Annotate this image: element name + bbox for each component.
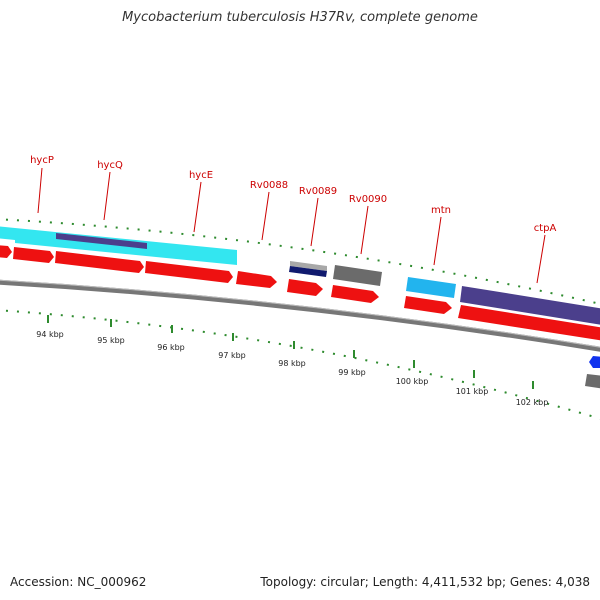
cds-arrow[interactable] — [404, 296, 452, 314]
cds-arrow[interactable] — [287, 279, 323, 296]
feature-cyan-left[interactable] — [0, 226, 15, 240]
feature-track-upper — [0, 226, 600, 389]
outer-tick-row — [0, 218, 600, 305]
cds-track — [0, 245, 600, 341]
gene-label-rv0089[interactable]: Rv0089 — [299, 186, 337, 197]
feature-light-gray[interactable] — [290, 261, 327, 271]
kbp-label: 102 kbp — [516, 398, 549, 407]
feature-blue-right[interactable] — [589, 356, 600, 368]
feature-navy[interactable] — [289, 266, 327, 277]
backbone-highlight — [0, 279, 600, 348]
feature-lightblue-mtn[interactable] — [406, 277, 456, 298]
ruler-major-ticks — [47, 315, 534, 389]
accession-text: Accession: NC_000962 — [10, 575, 147, 589]
kbp-label: 95 kbp — [97, 336, 125, 345]
backbone-line — [0, 279, 600, 352]
gene-label-ctpa[interactable]: ctpA — [534, 223, 557, 234]
cds-arrow[interactable] — [13, 247, 54, 263]
kbp-label: 94 kbp — [36, 330, 64, 339]
kbp-labels: 94 kbp 95 kbp 96 kbp 97 kbp 98 kbp 99 kb… — [36, 330, 548, 407]
kbp-label: 98 kbp — [278, 359, 306, 368]
map-title: Mycobacterium tuberculosis H37Rv, comple… — [122, 10, 478, 25]
gene-label-rv0090[interactable]: Rv0090 — [349, 194, 387, 205]
cds-arrow[interactable] — [236, 271, 277, 288]
kbp-label: 100 kbp — [396, 377, 429, 386]
kbp-label: 96 kbp — [157, 343, 185, 352]
cds-arrow[interactable] — [458, 305, 600, 341]
cds-arrow[interactable] — [331, 285, 379, 303]
feature-purple-ctpa[interactable] — [460, 286, 600, 325]
gene-label-hycq[interactable]: hycQ — [97, 160, 123, 171]
gene-labels: hycP hycQ hycE Rv0088 Rv0089 Rv0090 mtn … — [30, 155, 556, 234]
genome-summary-text: Topology: circular; Length: 4,411,532 bp… — [260, 575, 590, 589]
gene-label-rv0088[interactable]: Rv0088 — [250, 180, 288, 191]
cds-arrow[interactable] — [145, 261, 233, 283]
gene-label-hyce[interactable]: hycE — [189, 170, 213, 181]
gene-label-hycp[interactable]: hycP — [30, 155, 54, 166]
kbp-label: 99 kbp — [338, 368, 366, 377]
gene-label-mtn[interactable]: mtn — [431, 205, 451, 216]
feature-gray-rv0090[interactable] — [333, 265, 382, 286]
kbp-label: 101 kbp — [456, 387, 489, 396]
cds-arrow[interactable] — [55, 251, 144, 273]
feature-purple-hycq[interactable] — [56, 233, 147, 249]
kbp-label: 97 kbp — [218, 351, 246, 360]
cds-arrow[interactable] — [0, 245, 12, 258]
feature-gray-right[interactable] — [585, 374, 600, 389]
label-leaders — [37, 167, 546, 284]
